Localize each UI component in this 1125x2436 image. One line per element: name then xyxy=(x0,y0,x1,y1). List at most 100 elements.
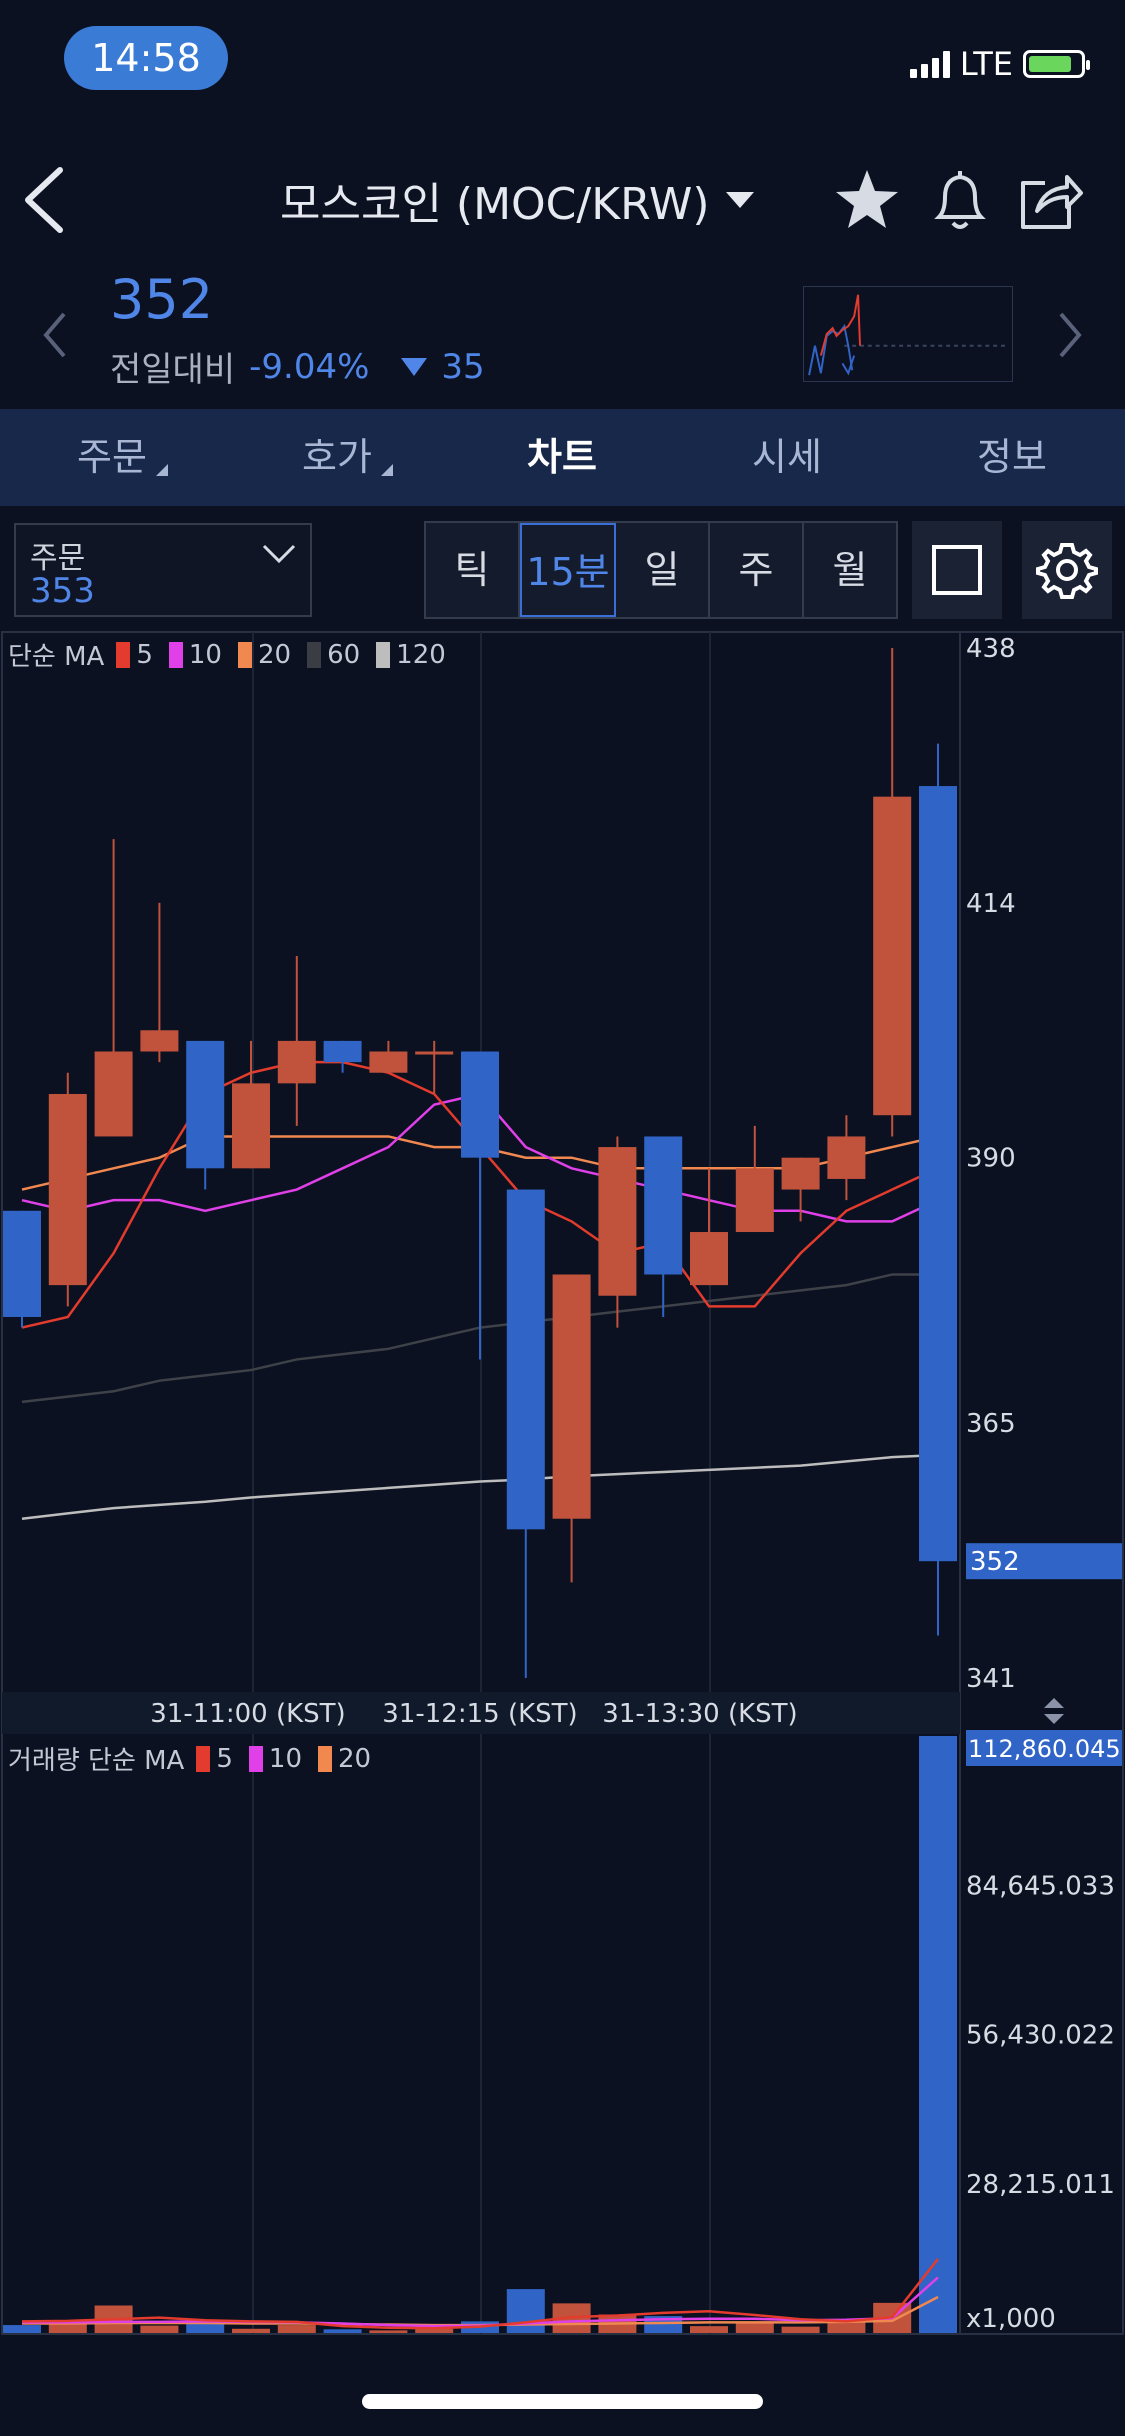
candle-body xyxy=(781,1157,820,1190)
interval-selector: 틱 15분 일 주 월 xyxy=(424,521,898,619)
legend-swatch-ma60 xyxy=(307,641,322,668)
legend-swatch-ma10 xyxy=(168,641,183,668)
tab-label: 주문 xyxy=(77,435,147,479)
volume-bar xyxy=(323,2329,362,2333)
volume-bar xyxy=(735,2323,774,2333)
interval-15min[interactable]: 15분 xyxy=(520,523,616,617)
fullscreen-button[interactable] xyxy=(912,521,1002,619)
volume-bar xyxy=(277,2325,316,2333)
chart-settings-button[interactable] xyxy=(1022,521,1112,619)
bell-icon xyxy=(934,171,986,229)
battery-icon xyxy=(1023,50,1090,78)
candle-body xyxy=(48,1093,87,1286)
chevron-left-icon xyxy=(25,167,63,233)
candle-body xyxy=(140,1030,179,1052)
candle-body xyxy=(919,786,957,1562)
share-button[interactable] xyxy=(1015,165,1085,235)
alarm-button[interactable] xyxy=(925,165,995,235)
back-button[interactable] xyxy=(20,165,80,235)
legend-ma5: 5 xyxy=(136,639,153,670)
gear-icon xyxy=(1036,543,1098,599)
page-title: 모스코인 (MOC/KRW) xyxy=(280,179,710,230)
interval-week[interactable]: 주 xyxy=(710,523,804,617)
order-label: 주문 xyxy=(30,541,86,576)
change-label: 전일대비 xyxy=(110,350,236,390)
candle-body xyxy=(644,1136,683,1275)
candle-body xyxy=(735,1168,774,1233)
volume-bar xyxy=(186,2323,225,2333)
caret-down-icon xyxy=(725,192,754,208)
next-market-button[interactable] xyxy=(1055,310,1085,360)
time-axis-tick: 31-11:00 (KST) xyxy=(150,1699,345,1729)
share-icon xyxy=(1021,175,1083,229)
volume-axis-tick: 112,860.045 xyxy=(968,1735,1121,1763)
volume-axis-tick: 84,645.033 xyxy=(966,1871,1115,1901)
tab-orderbook[interactable]: 호가 xyxy=(285,409,393,506)
tab-info[interactable]: 정보 xyxy=(960,409,1064,506)
price-change: 전일대비 -9.04% 35 xyxy=(110,342,485,391)
favorite-button[interactable] xyxy=(832,165,902,235)
current-price-label: 352 xyxy=(970,1547,1020,1577)
legend-vma10: 10 xyxy=(268,1743,302,1774)
volume-axis-tick: x1,000 xyxy=(966,2304,1056,2334)
legend-swatch-vma10 xyxy=(248,1745,263,1772)
candle-body xyxy=(232,1083,270,1169)
volume-axis-tick: 56,430.022 xyxy=(966,2021,1115,2051)
time-axis-tick: 31-13:30 (KST) xyxy=(602,1699,797,1729)
volume-bar xyxy=(3,2325,41,2333)
legend-vma20: 20 xyxy=(338,1743,372,1774)
price-axis-tick: 365 xyxy=(966,1409,1016,1439)
market-selector[interactable]: 모스코인 (MOC/KRW) xyxy=(280,165,800,235)
status-time: 14:58 xyxy=(64,26,228,90)
legend-ma60: 60 xyxy=(327,639,361,670)
order-value: 353 xyxy=(30,571,95,611)
candle-body xyxy=(552,1274,591,1519)
legend-prefix: 단순 MA xyxy=(8,642,105,672)
candle-body xyxy=(827,1136,866,1179)
tab-label: 정보 xyxy=(977,435,1047,479)
volume-axis-tick: 28,215.011 xyxy=(966,2170,1115,2200)
candle-body xyxy=(186,1040,225,1169)
candle-body xyxy=(277,1040,316,1084)
legend-swatch-ma20 xyxy=(237,641,252,668)
status-indicators: LTE xyxy=(909,44,1090,84)
volume-bar xyxy=(140,2325,179,2333)
tab-label: 시세 xyxy=(752,435,822,479)
legend-ma20: 20 xyxy=(257,639,292,670)
candle-body xyxy=(369,1051,408,1073)
mini-chart[interactable] xyxy=(803,286,1013,382)
price-axis-tick: 414 xyxy=(966,889,1016,919)
tab-label: 호가 xyxy=(302,435,372,479)
tab-order[interactable]: 주문 xyxy=(60,409,168,506)
change-percent: -9.04% xyxy=(249,346,370,387)
tab-quotes[interactable]: 시세 xyxy=(735,409,839,506)
interval-day[interactable]: 일 xyxy=(616,523,710,617)
price-axis-tick: 341 xyxy=(966,1664,1016,1694)
square-icon xyxy=(932,545,982,595)
tab-label: 차트 xyxy=(527,435,597,479)
price-ma-legend: 단순 MA 5 10 20 60 120 xyxy=(8,636,446,673)
candle-body xyxy=(598,1147,637,1296)
candle-body xyxy=(94,1051,133,1137)
candle-body xyxy=(506,1189,545,1530)
tab-bar xyxy=(0,409,1125,506)
candle-body xyxy=(690,1232,728,1286)
price-volume-chart[interactable]: 438 414 390 365 341 352 31-11:00 (KST) 31-12:15… xyxy=(0,0,1125,2340)
tab-chart[interactable]: 차트 xyxy=(510,409,614,506)
legend-swatch-ma120 xyxy=(376,641,391,668)
volume-bar xyxy=(369,2330,408,2333)
interval-tick[interactable]: 틱 xyxy=(426,523,520,617)
current-price-tag xyxy=(966,1543,1122,1580)
legend-prefix: 거래량 단순 MA xyxy=(8,1746,185,1776)
legend-swatch-vma5 xyxy=(196,1745,211,1772)
change-amount: 35 xyxy=(441,346,485,387)
interval-month[interactable]: 월 xyxy=(832,548,868,592)
ma120-line xyxy=(21,1453,939,1520)
order-dropdown[interactable]: 주문 353 xyxy=(14,523,312,617)
volume-bar xyxy=(919,1736,957,2333)
prev-market-button[interactable] xyxy=(40,310,70,360)
network-label: LTE xyxy=(959,45,1013,83)
candle-body xyxy=(415,1051,454,1055)
sort-down-icon xyxy=(1044,1714,1064,1724)
legend-vma5: 5 xyxy=(216,1743,233,1774)
